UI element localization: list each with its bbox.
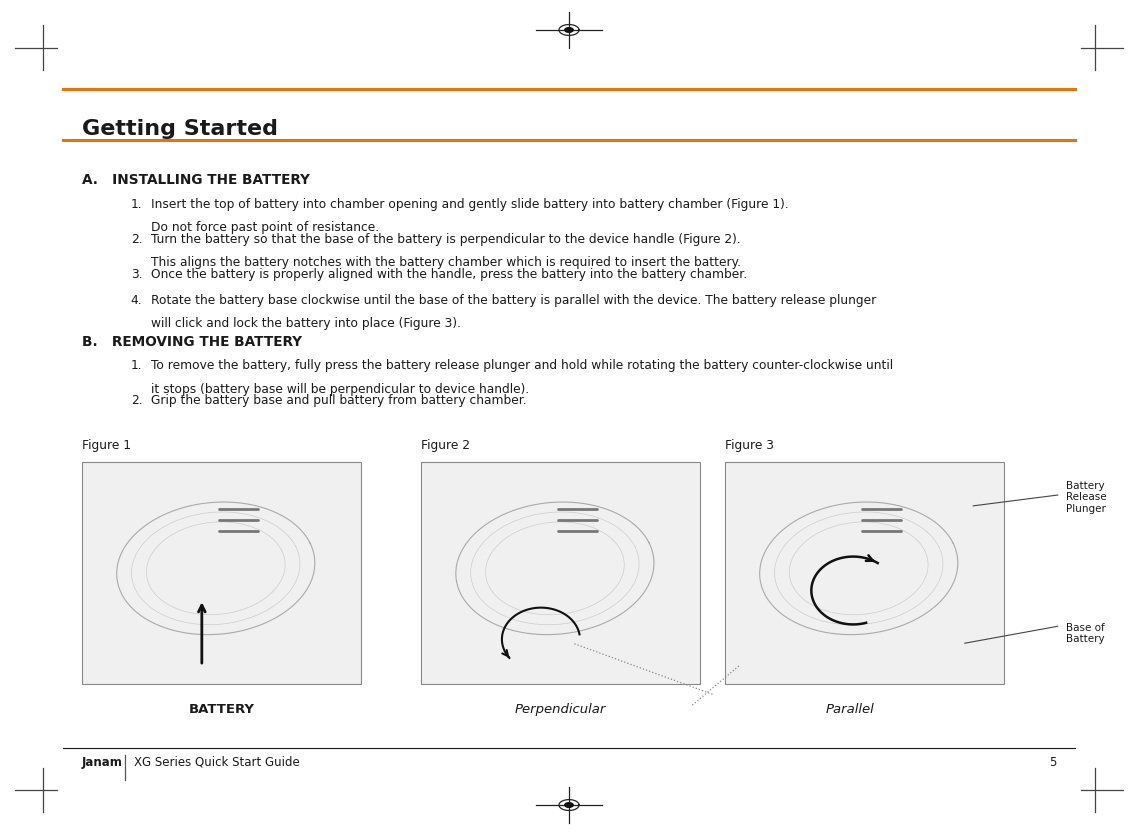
Text: Figure 3: Figure 3 xyxy=(725,438,774,451)
Text: XG Series Quick Start Guide: XG Series Quick Start Guide xyxy=(134,755,300,768)
Bar xyxy=(725,462,1004,684)
Text: A.   INSTALLING THE BATTERY: A. INSTALLING THE BATTERY xyxy=(82,173,310,187)
Ellipse shape xyxy=(564,28,574,33)
Text: Figure 2: Figure 2 xyxy=(421,438,470,451)
Text: Getting Started: Getting Started xyxy=(82,119,278,139)
Text: 3.: 3. xyxy=(131,268,142,281)
Text: Figure 1: Figure 1 xyxy=(82,438,131,451)
Text: Insert the top of battery into chamber opening and gently slide battery into bat: Insert the top of battery into chamber o… xyxy=(151,197,789,211)
Ellipse shape xyxy=(564,803,574,808)
Text: 1.: 1. xyxy=(131,359,142,372)
Text: will click and lock the battery into place (Figure 3).: will click and lock the battery into pla… xyxy=(151,317,461,330)
Text: This aligns the battery notches with the battery chamber which is required to in: This aligns the battery notches with the… xyxy=(151,256,741,269)
Text: Battery
Release
Plunger: Battery Release Plunger xyxy=(1066,480,1107,513)
Bar xyxy=(82,462,361,684)
Text: Once the battery is properly aligned with the handle, press the battery into the: Once the battery is properly aligned wit… xyxy=(151,268,748,281)
Text: Rotate the battery base clockwise until the base of the battery is parallel with: Rotate the battery base clockwise until … xyxy=(151,293,876,307)
Text: 5: 5 xyxy=(1049,755,1056,768)
Text: Do not force past point of resistance.: Do not force past point of resistance. xyxy=(151,221,379,234)
Text: To remove the battery, fully press the battery release plunger and hold while ro: To remove the battery, fully press the b… xyxy=(151,359,893,372)
Text: Perpendicular: Perpendicular xyxy=(514,702,607,716)
Text: 2.: 2. xyxy=(131,394,142,407)
Text: Grip the battery base and pull battery from battery chamber.: Grip the battery base and pull battery f… xyxy=(151,394,527,407)
Text: it stops (battery base will be perpendicular to device handle).: it stops (battery base will be perpendic… xyxy=(151,382,529,395)
Text: 4.: 4. xyxy=(131,293,142,307)
Text: BATTERY: BATTERY xyxy=(189,702,254,716)
Text: Parallel: Parallel xyxy=(826,702,875,716)
Text: 1.: 1. xyxy=(131,197,142,211)
Text: Base of
Battery: Base of Battery xyxy=(1066,622,1105,644)
Text: 2.: 2. xyxy=(131,232,142,246)
Text: Janam: Janam xyxy=(82,755,123,768)
Text: B.   REMOVING THE BATTERY: B. REMOVING THE BATTERY xyxy=(82,334,302,349)
Text: Turn the battery so that the base of the battery is perpendicular to the device : Turn the battery so that the base of the… xyxy=(151,232,741,246)
Bar xyxy=(421,462,700,684)
